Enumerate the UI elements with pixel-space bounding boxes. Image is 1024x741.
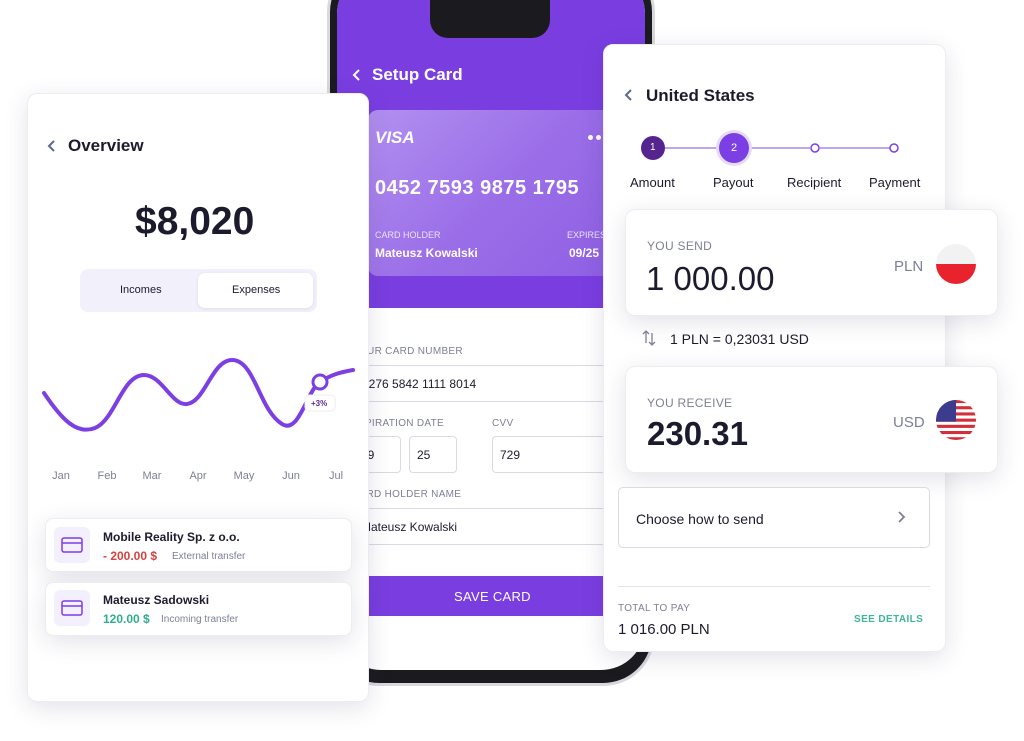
transaction-name: Mateusz Sadowski (103, 593, 210, 607)
trend-line (42, 357, 355, 432)
see-details-link[interactable]: SEE DETAILS (854, 614, 924, 625)
holder-name-input[interactable] (350, 508, 620, 545)
exchange-rate: 1 PLN = 0,23031 USD (670, 331, 809, 347)
tab-label[interactable]: Incomes (120, 284, 162, 296)
card-expires-label: EXPIRES (567, 230, 607, 240)
phone-screen (337, 0, 645, 670)
flag-poland (936, 244, 976, 284)
card-holder-label: CARD HOLDER (375, 230, 441, 240)
transaction-card[interactable] (45, 582, 352, 636)
month-label: Jun (282, 470, 300, 482)
trend-badge: +3% (311, 399, 328, 408)
step-label: Amount (630, 175, 675, 190)
chevron (898, 511, 906, 523)
exp-year-input[interactable] (409, 436, 457, 473)
month-label: Feb (97, 470, 117, 482)
cvv-value: 729 (500, 448, 521, 462)
transaction-icons (54, 527, 90, 626)
month-label: May (233, 470, 255, 482)
step-label: Payment (869, 175, 921, 190)
send-currency: PLN (894, 258, 924, 275)
screen-title: Setup Card (372, 65, 463, 84)
holder-name-value: Mateusz Kowalski (361, 520, 458, 534)
card-number-value: 5276 5842 1111 8014 (362, 377, 477, 391)
card-number-label: YOUR CARD NUMBER (352, 346, 463, 357)
expiration-label: EXPIRATION DATE (351, 418, 445, 429)
step-number: 1 (650, 142, 656, 153)
receive-currency: USD (893, 414, 925, 431)
month-label: Jul (328, 470, 344, 482)
tab-label[interactable]: Expenses (232, 284, 281, 296)
transaction-name: Mobile Reality Sp. z o.o. (103, 530, 240, 544)
transaction-amount: 120.00 $ (103, 612, 150, 626)
notch (430, 0, 550, 38)
card-holder: Mateusz Kowalski (375, 246, 478, 260)
credit-card (368, 110, 630, 276)
exp-year-value: 25 (417, 448, 431, 462)
back-button[interactable] (622, 87, 636, 103)
total-label: TOTAL TO PAY (618, 603, 691, 614)
month-label: Mar (142, 470, 162, 482)
step-number: 2 (731, 142, 738, 154)
save-card-text: SAVE CARD (454, 589, 531, 604)
card-brand: VISA (375, 128, 415, 147)
transfer-title: United States (646, 86, 755, 105)
receive-label: YOU RECEIVE (647, 396, 733, 410)
card-expires: 09/25 (569, 246, 600, 260)
transaction-amount: - 200.00 $ (103, 549, 158, 563)
transaction-type: External transfer (172, 551, 246, 562)
send-card (625, 209, 998, 316)
step-label: Payout (713, 175, 754, 190)
choose-method-button[interactable] (618, 487, 930, 548)
flag-usa (936, 400, 976, 440)
holder-name-label: CARD HOLDER NAME (352, 489, 462, 500)
overview-title: Overview (68, 136, 144, 155)
transaction-card[interactable] (45, 518, 352, 572)
send-amount[interactable]: 1 000.00 (646, 260, 775, 297)
back-button[interactable] (350, 67, 364, 83)
receive-card (625, 366, 998, 473)
cvv-label: CVV (492, 418, 514, 429)
receive-amount: 230.31 (647, 415, 748, 452)
month-label: Jan (52, 470, 70, 482)
total-amount: 1 016.00 PLN (618, 621, 710, 638)
step-label: Recipient (787, 175, 842, 190)
card-menu[interactable] (588, 135, 602, 141)
save-card-button[interactable] (340, 576, 630, 616)
transaction-type: Incoming transfer (161, 614, 239, 625)
balance: $8,020 (135, 200, 255, 243)
tab-active[interactable] (198, 273, 313, 308)
exchange-icon (642, 330, 656, 346)
choose-method-text: Choose how to send (636, 511, 764, 527)
back-button[interactable] (45, 138, 59, 154)
send-label: YOU SEND (647, 239, 713, 253)
stepper (641, 130, 899, 166)
month-label: Apr (189, 470, 207, 482)
divider (618, 586, 930, 587)
card-number: 0452 7593 9875 1795 (375, 177, 580, 199)
